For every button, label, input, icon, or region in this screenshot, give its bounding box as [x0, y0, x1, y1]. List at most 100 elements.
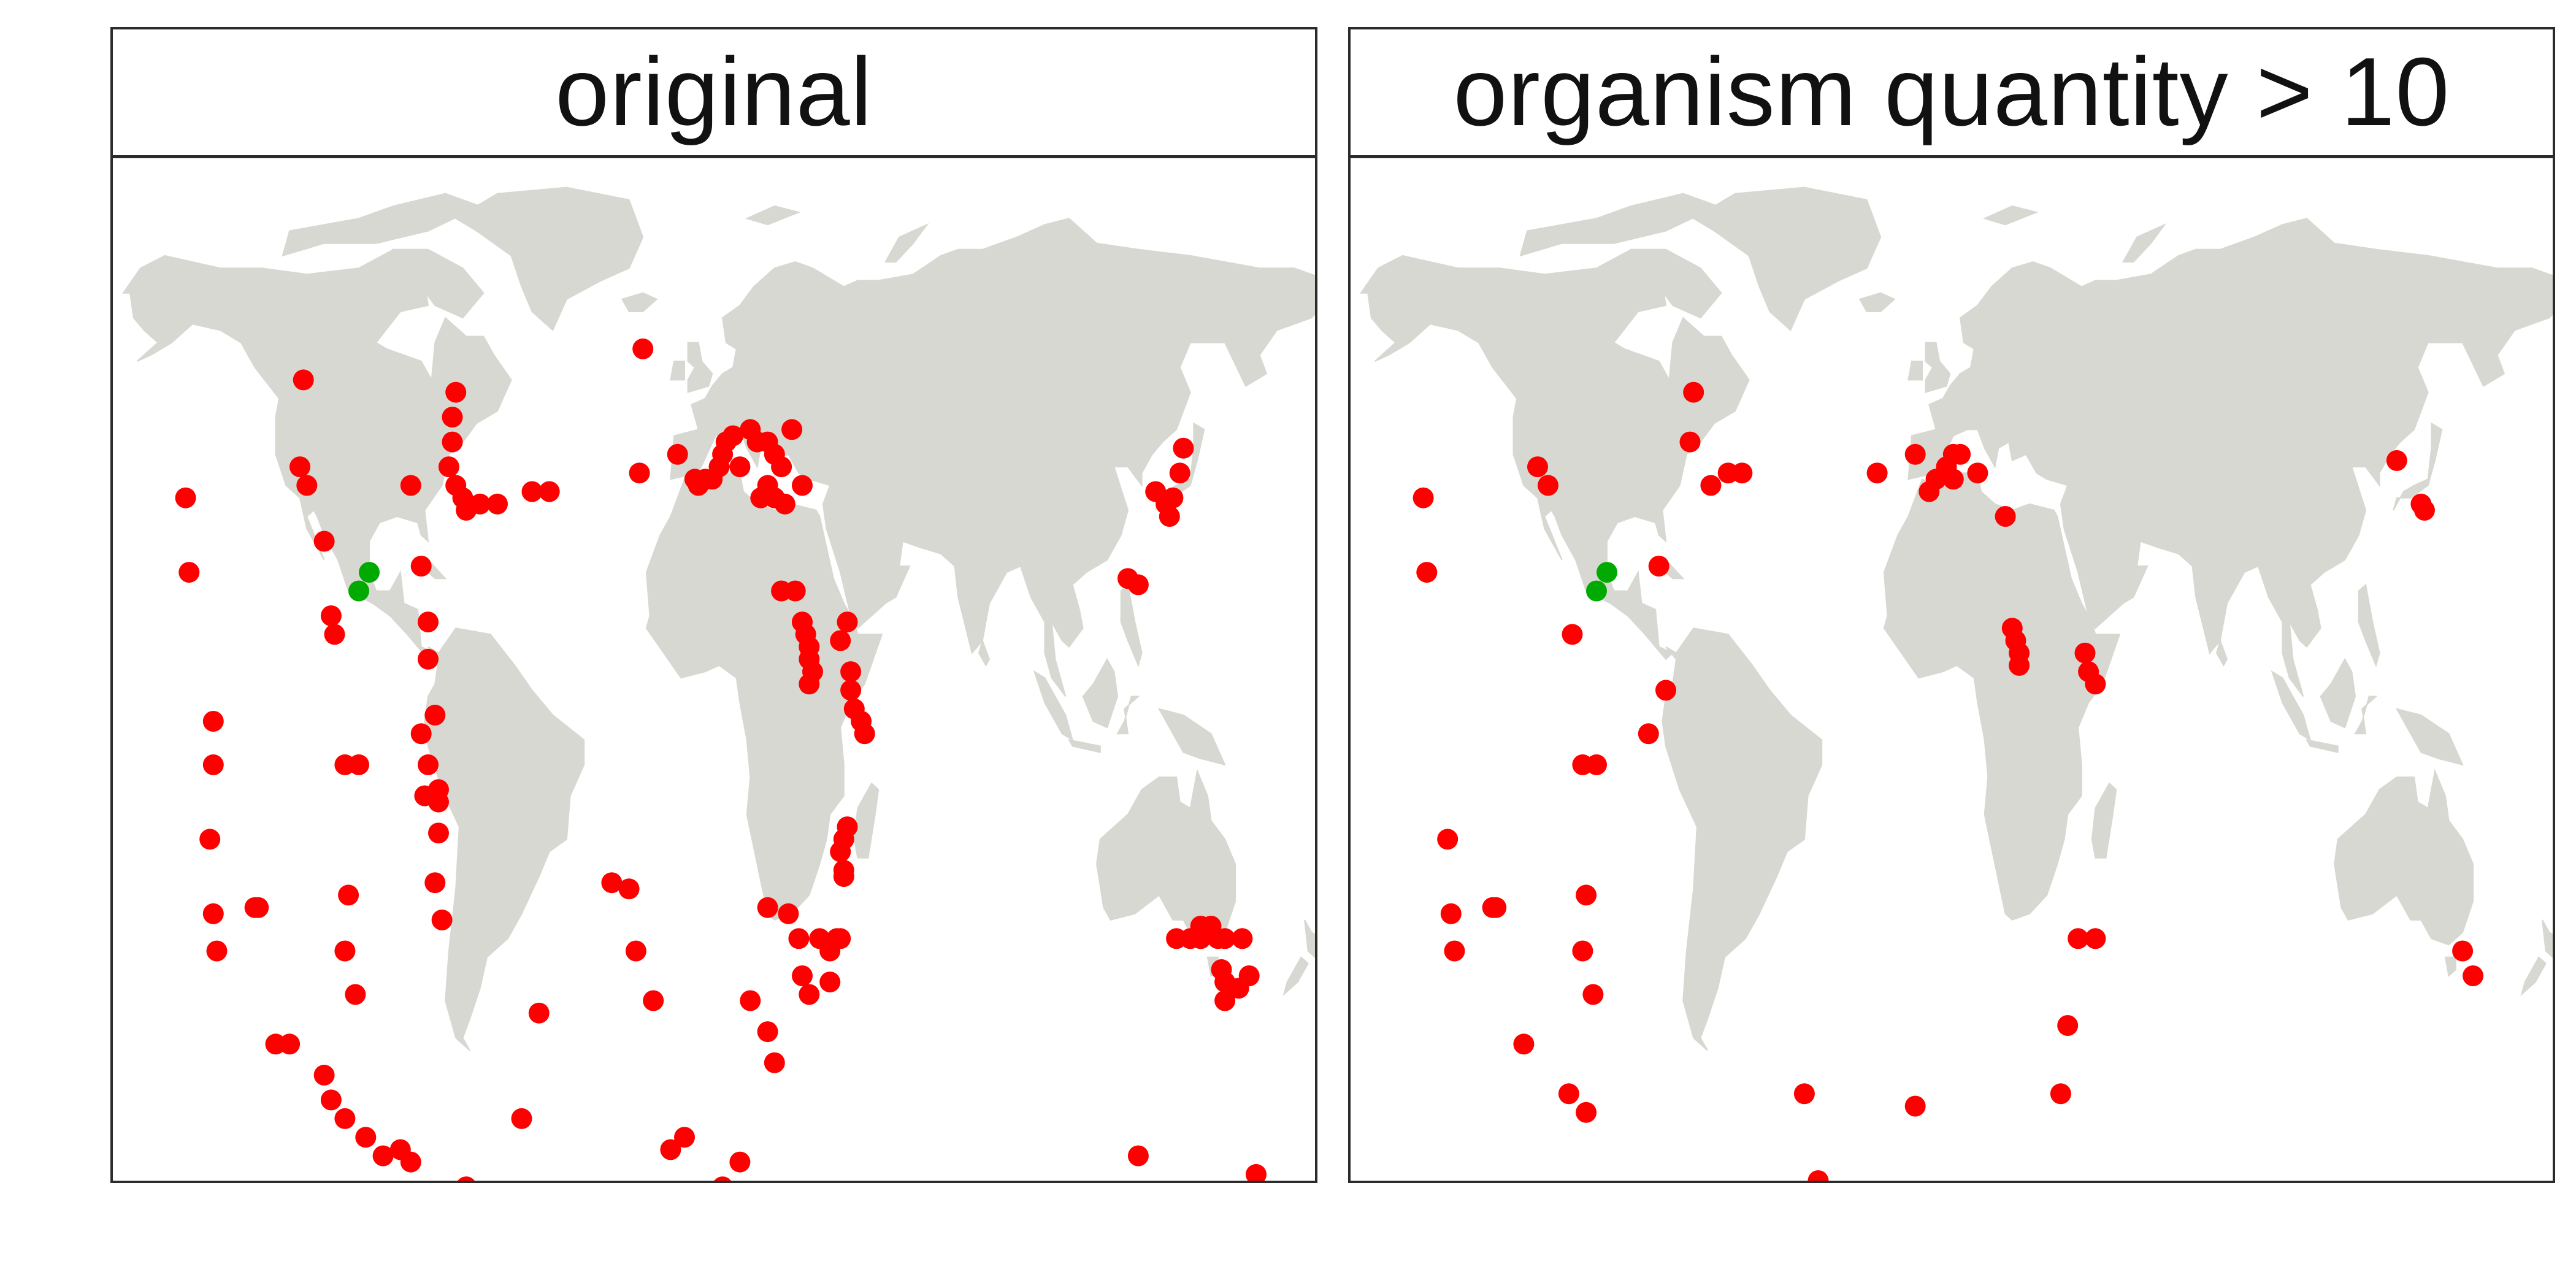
occurrence-point-red: [487, 493, 508, 515]
land-svalbard: [1982, 205, 2039, 226]
land-new-zealand-south: [2520, 956, 2547, 997]
occurrence-point-red: [723, 425, 744, 447]
occurrence-point-red: [618, 878, 640, 900]
occurrence-point-red: [1950, 443, 1971, 465]
land-novaya-zemlya: [884, 223, 929, 263]
occurrence-point-red: [2057, 1015, 2079, 1036]
occurrence-point-red: [202, 711, 224, 732]
occurrence-point-red: [1214, 990, 1236, 1011]
occurrence-point-red: [334, 1108, 356, 1129]
land-sumatra: [1033, 670, 1074, 742]
occurrence-point-red: [348, 754, 369, 775]
occurrence-point-red: [175, 487, 196, 508]
occurrence-point-red: [410, 556, 432, 577]
occurrence-point-red: [178, 562, 200, 583]
occurrence-point-red: [771, 456, 792, 478]
occurrence-point-red: [757, 1021, 778, 1043]
occurrence-point-red: [1527, 456, 1548, 478]
land-sri-lanka: [2216, 638, 2228, 667]
occurrence-point-red: [1904, 1095, 1926, 1117]
occurrence-point-red: [1807, 1170, 1829, 1181]
land-canada-islands: [1519, 193, 1720, 257]
occurrence-point-red: [840, 661, 862, 683]
occurrence-point-red: [799, 984, 820, 1005]
occurrence-point-red: [1173, 437, 1194, 459]
occurrence-point-red: [248, 897, 269, 918]
land-madagascar: [853, 782, 880, 859]
occurrence-point-red: [1485, 897, 1507, 918]
occurrence-point-red: [338, 884, 359, 906]
occurrence-point-red: [521, 481, 543, 502]
occurrence-point-red: [781, 419, 803, 440]
occurrence-point-red: [400, 1151, 421, 1173]
land-canada-islands: [282, 193, 482, 257]
occurrence-point-red: [1156, 493, 1177, 515]
occurrence-point-red: [1700, 475, 1722, 496]
occurrence-point-red: [2085, 673, 2106, 695]
occurrence-point-red: [833, 859, 854, 881]
land-ireland: [1907, 361, 1923, 381]
occurrence-point-red: [1967, 462, 1988, 484]
land-australia: [2334, 769, 2474, 946]
occurrence-point-red: [1440, 903, 1462, 924]
occurrence-point-red: [837, 816, 858, 838]
occurrence-point-red: [799, 673, 820, 695]
occurrence-point-red: [345, 984, 366, 1005]
occurrence-point-red: [1655, 680, 1676, 701]
occurrence-point-red: [840, 680, 862, 701]
land-new-guinea: [1157, 708, 1226, 766]
land-philippines: [1120, 583, 1143, 667]
occurrence-point-red: [293, 369, 314, 391]
occurrence-point-red: [324, 624, 345, 645]
panel-original: original: [110, 27, 1317, 1183]
land-sulawesi: [1116, 696, 1140, 735]
occurrence-point-red: [1586, 754, 1607, 775]
land-britain: [687, 342, 713, 393]
land-iceland: [1858, 292, 1896, 312]
occurrence-point-red: [458, 1176, 475, 1181]
occurrence-point-red: [601, 872, 623, 894]
occurrence-point-red: [830, 630, 851, 651]
occurrence-point-red: [819, 972, 841, 993]
occurrence-point-red: [424, 872, 446, 894]
occurrence-point-red: [729, 1151, 751, 1173]
occurrence-point-red: [372, 1145, 394, 1167]
occurrence-point-green: [348, 580, 369, 602]
land-borneo: [1082, 657, 1119, 729]
occurrence-point-red: [2009, 654, 2030, 676]
occurrence-point-red: [1942, 469, 1964, 490]
occurrence-point-red: [469, 493, 491, 515]
occurrence-point-red: [714, 1176, 731, 1181]
occurrence-point-red: [837, 611, 858, 633]
occurrence-point-red: [202, 903, 224, 924]
occurrence-point-red: [1117, 568, 1138, 589]
occurrence-point-red: [1413, 487, 1434, 508]
occurrence-point-red: [1211, 959, 1232, 980]
land-japan: [2393, 422, 2443, 511]
occurrence-point-green: [1597, 562, 1617, 583]
occurrence-point-red: [1904, 443, 1926, 465]
occurrence-point-red: [320, 605, 342, 626]
occurrence-point-red: [1127, 1145, 1149, 1167]
occurrence-point-red: [418, 648, 439, 670]
land-novaya-zemlya: [2122, 223, 2167, 263]
occurrence-point-red: [2068, 928, 2089, 949]
occurrence-point-red: [539, 481, 560, 502]
land-philippines: [2358, 583, 2380, 667]
occurrence-point-red: [355, 1127, 377, 1148]
occurrence-point-red: [1731, 462, 1753, 484]
occurrence-point-red: [2410, 493, 2432, 515]
land-new-zealand-north: [2542, 919, 2553, 958]
land-sri-lanka: [978, 638, 991, 667]
land-sulawesi: [2354, 696, 2378, 735]
occurrence-point-red: [428, 822, 449, 844]
land-north-america: [1359, 248, 1750, 661]
land-baffin: [392, 248, 485, 319]
occurrence-point-red: [431, 909, 453, 930]
panel-title: organism quantity > 10: [1351, 29, 2553, 158]
occurrence-point-red: [778, 903, 799, 924]
land-africa: [1883, 472, 2121, 921]
occurrence-point-red: [1562, 624, 1583, 645]
world-map: [1359, 186, 2553, 1181]
occurrence-point-red: [2050, 1083, 2071, 1105]
